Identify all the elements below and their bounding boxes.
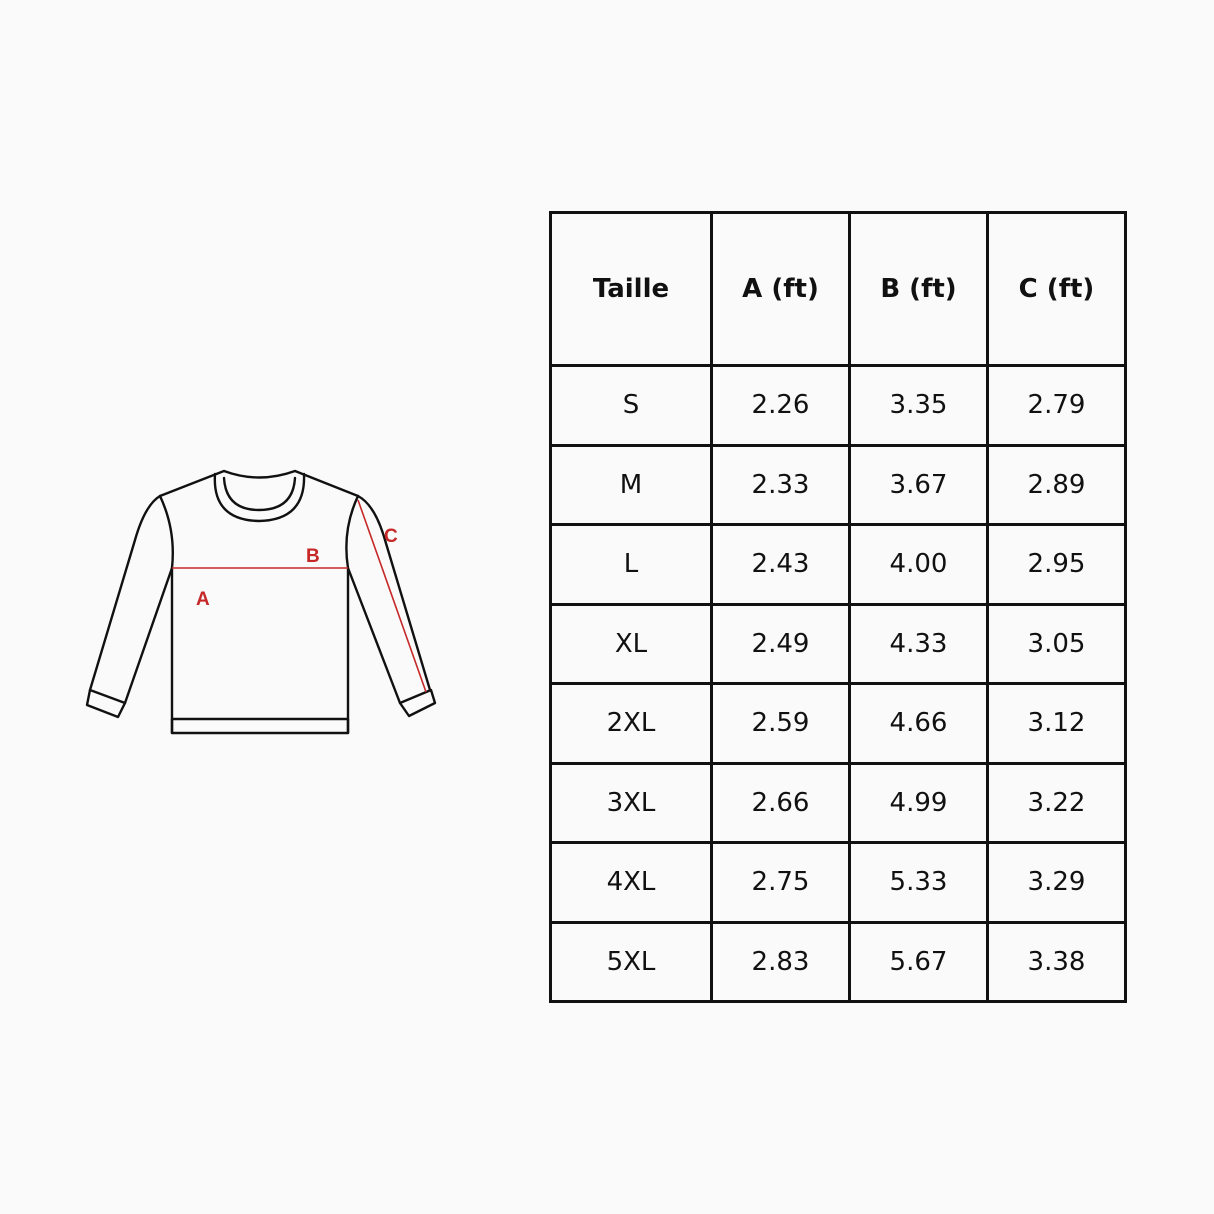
measurement-cell: 2.49 [710,602,851,685]
measurement-cell: 4.99 [848,761,989,844]
measurement-cell: 2.75 [710,841,851,924]
sweater-diagram: A B C [85,469,437,735]
left-sleeve [88,494,174,705]
table-row: 2XL 2.59 4.66 3.12 [549,682,1127,765]
measurement-cell: 2.95 [986,523,1127,606]
measurement-cell: 3.22 [986,761,1127,844]
measurement-cell: 2.89 [986,443,1127,526]
label-a: A [196,589,210,610]
measurement-cell: 4.00 [848,523,989,606]
size-cell: XL [549,602,713,685]
measure-line-c [357,499,427,693]
body-right [345,494,360,735]
measurement-cell: 3.29 [986,841,1127,924]
header-size: Taille [549,211,713,367]
measurement-cell: 3.38 [986,920,1127,1003]
measurement-cell: 3.05 [986,602,1127,685]
measurement-cell: 2.33 [710,443,851,526]
right-cuff [398,688,437,718]
label-b: B [306,546,320,567]
table-row: L 2.43 4.00 2.95 [549,523,1127,606]
table-row: XL 2.49 4.33 3.05 [549,602,1127,685]
header-a: A (ft) [710,211,851,367]
body-left [158,494,174,735]
size-chart-table: Taille A (ft) B (ft) C (ft) S 2.26 3.35 2.7… [549,211,1127,1003]
measurement-cell: 5.67 [848,920,989,1003]
table-row: 4XL 2.75 5.33 3.29 [549,841,1127,924]
measurement-cell: 2.79 [986,364,1127,447]
collar-outer [213,472,306,523]
right-sleeve [346,494,432,705]
size-cell: 2XL [549,682,713,765]
table-row: S 2.26 3.35 2.79 [549,364,1127,447]
measurement-cell: 2.66 [710,761,851,844]
label-c: C [384,526,398,547]
header-row: Taille A (ft) B (ft) C (ft) [549,211,1127,367]
measurement-cell: 4.66 [848,682,989,765]
shoulders [158,469,360,498]
measurement-cell: 5.33 [848,841,989,924]
measurement-cell: 3.35 [848,364,989,447]
measurement-cell: 2.83 [710,920,851,1003]
size-cell: M [549,443,713,526]
size-cell: 5XL [549,920,713,1003]
table-row: 3XL 2.66 4.99 3.22 [549,761,1127,844]
table-row: 5XL 2.83 5.67 3.38 [549,920,1127,1003]
size-cell: L [549,523,713,606]
header-b: B (ft) [848,211,989,367]
collar-inner [222,476,297,512]
measurement-cell: 2.26 [710,364,851,447]
measurement-cell: 2.59 [710,682,851,765]
header-c: C (ft) [986,211,1127,367]
left-cuff [85,688,127,719]
table-row: M 2.33 3.67 2.89 [549,443,1127,526]
size-cell: S [549,364,713,447]
measurement-cell: 3.67 [848,443,989,526]
size-cell: 3XL [549,761,713,844]
size-cell: 4XL [549,841,713,924]
measurement-cell: 3.12 [986,682,1127,765]
measurement-cell: 4.33 [848,602,989,685]
hem [170,717,350,735]
measurement-cell: 2.43 [710,523,851,606]
